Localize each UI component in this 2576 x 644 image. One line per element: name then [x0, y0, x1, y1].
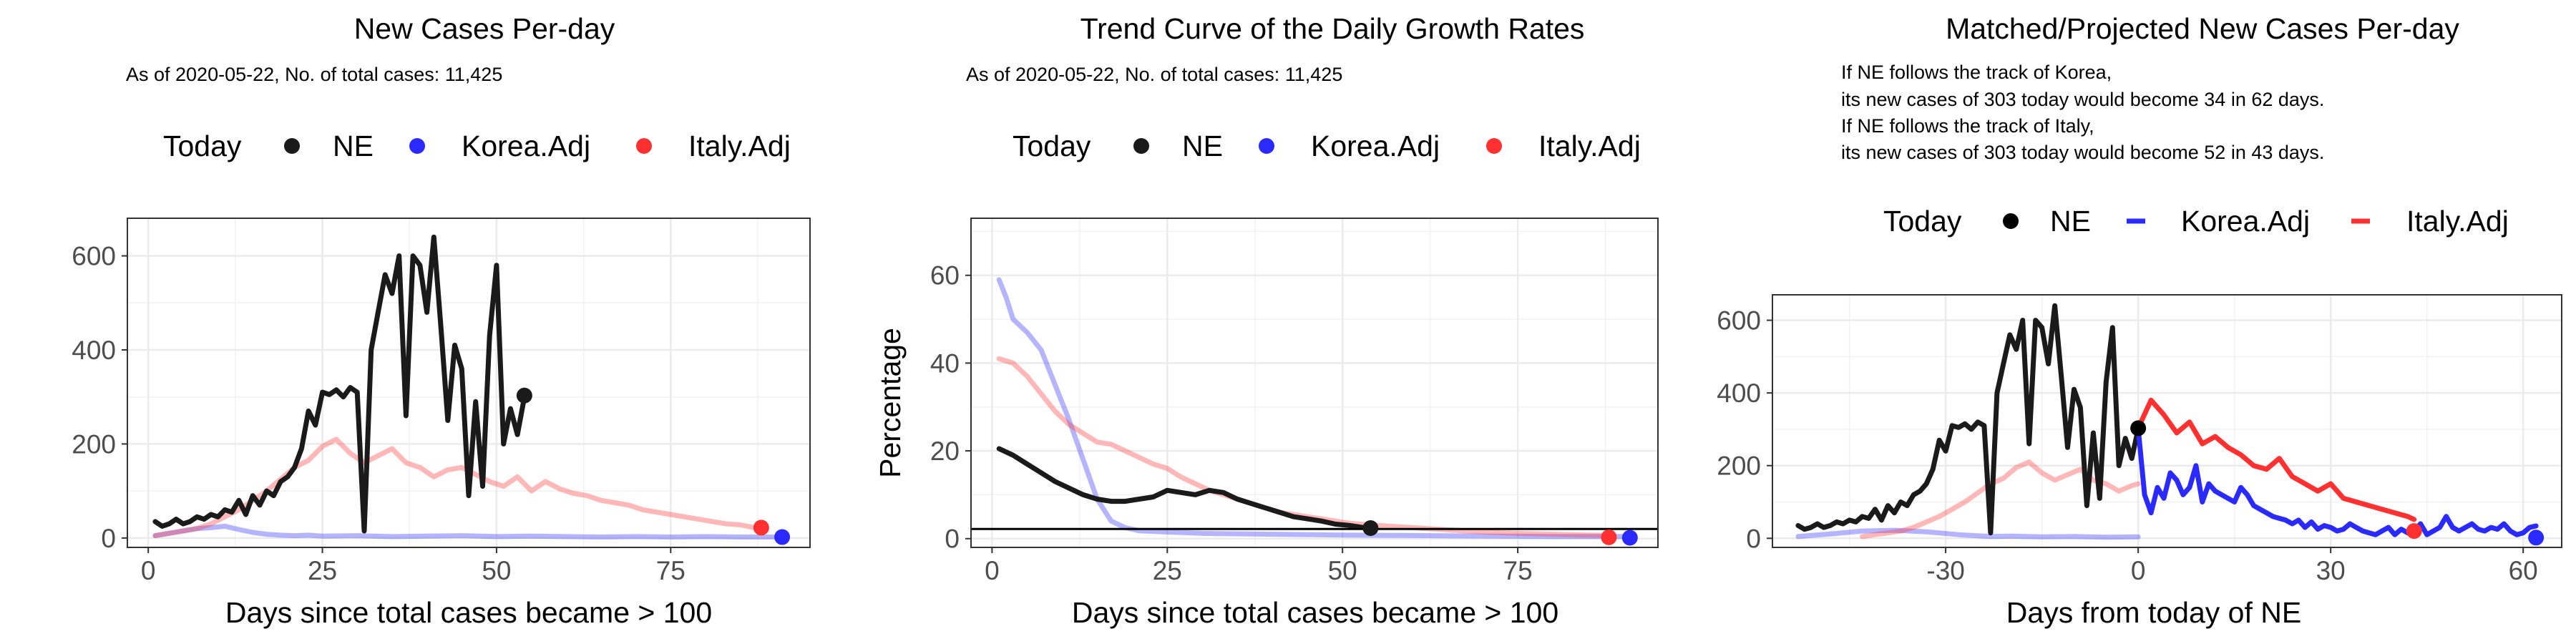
panel-1-legend-korea-label: Korea.Adj [462, 130, 590, 162]
x-tick-label: -30 [1926, 556, 1964, 585]
y-tick-label: 400 [72, 336, 116, 365]
panel-2-legend-title: Today [1013, 130, 1091, 162]
today-point-korea-adj [774, 529, 791, 545]
y-tick-label: 0 [945, 525, 960, 554]
x-tick-label: 30 [2316, 556, 2346, 585]
panel-1-legend-korea-marker [409, 138, 425, 154]
y-tick-label: 600 [72, 242, 116, 271]
panel-2-subtitle-line-1: As of 2020-05-22, No. of total cases: 11… [966, 64, 1342, 85]
x-tick-label: 0 [985, 556, 1000, 585]
panel-1-legend-title: Today [163, 130, 242, 162]
panel-3-legend: Today NE Korea.Adj Italy.Adj [1883, 205, 2509, 238]
panel-2-gridlines [971, 218, 1658, 547]
panel-3-legend-title: Today [1883, 205, 1962, 238]
panel-1-series [152, 234, 778, 540]
panel-1-plot-border [127, 218, 811, 548]
panel-2-tick-labels: 0 25 50 75 0 20 40 60 [930, 261, 1533, 585]
y-tick-label: 600 [1717, 306, 1761, 336]
panel-2-legend-korea-label: Korea.Adj [1311, 130, 1440, 162]
y-tick-label: 40 [930, 348, 960, 378]
panel-3-plot-border [1772, 294, 2562, 548]
series-line-ne [996, 446, 1373, 531]
x-tick-label: 60 [2509, 556, 2538, 585]
y-tick-label: 0 [1746, 524, 1761, 553]
today-point-ne [516, 387, 532, 404]
panel-3-subtitle-line-4: its new cases of 303 today would become … [1841, 142, 2324, 163]
panel-3-x-axis-label: Days from today of NE [2006, 596, 2301, 629]
panel-3-legend-italy-label: Italy.Adj [2406, 205, 2509, 238]
panel-3-legend-korea-label: Korea.Adj [2181, 205, 2310, 238]
series-line-korea-adj [152, 523, 778, 540]
panel-3-subtitle-line-3: If NE follows the track of Italy, [1841, 115, 2094, 137]
series-line-korea-adj-matched [1795, 527, 2141, 540]
panel-1-legend-ne-label: NE [333, 130, 374, 162]
panel-2-legend-korea-marker [1259, 138, 1274, 154]
panel-projected-cases: Matched/Projected New Cases Per-day If N… [1717, 12, 2562, 629]
y-tick-label: 400 [1717, 379, 1761, 408]
today-point-italy-adj [2406, 523, 2422, 540]
series-line-italy-adj-projected [2135, 397, 2417, 522]
y-tick-label: 20 [930, 436, 960, 466]
x-tick-label: 50 [482, 556, 511, 585]
panel-2-legend: Today NE Korea.Adj Italy.Adj [1013, 130, 1641, 162]
today-point-italy-adj [1601, 529, 1617, 545]
panel-2-plot-border [970, 218, 1659, 548]
panel-1-legend: Today NE Korea.Adj Italy.Adj [163, 130, 791, 162]
panel-3-legend-ne-marker [2003, 213, 2019, 229]
x-tick-label: 0 [141, 556, 156, 585]
panel-3-title: Matched/Projected New Cases Per-day [1946, 12, 2459, 45]
x-tick-label: 75 [656, 556, 686, 585]
plot-background [971, 218, 1658, 547]
panel-1-today-points [516, 387, 791, 545]
panel-1-legend-italy-label: Italy.Adj [688, 130, 791, 162]
panel-1-title: New Cases Per-day [354, 12, 615, 45]
panel-2-x-axis-label: Days since total cases became > 100 [1072, 596, 1558, 629]
x-tick-label: 25 [1153, 556, 1182, 585]
today-point-italy-adj [753, 519, 769, 536]
panel-2-legend-ne-marker [1133, 138, 1149, 154]
panel-3-today-points [2130, 420, 2545, 546]
today-point-korea-adj [2528, 530, 2545, 546]
series-line-ne [1795, 303, 2141, 536]
panel-1-x-axis-label: Days since total cases became > 100 [225, 596, 712, 629]
panel-2-legend-italy-marker [1486, 138, 1502, 154]
panel-3-subtitle-line-1: If NE follows the track of Korea, [1841, 62, 2112, 83]
x-tick-label: 50 [1328, 556, 1357, 585]
panel-new-cases: New Cases Per-day As of 2020-05-22, No. … [72, 12, 811, 629]
panel-1-legend-ne-marker [284, 138, 300, 154]
panel-3-subtitle-line-2: its new cases of 303 today would become … [1841, 89, 2324, 110]
panel-2-title: Trend Curve of the Daily Growth Rates [1080, 12, 1585, 45]
panel-growth-rates: Trend Curve of the Daily Growth Rates As… [874, 12, 1659, 629]
x-tick-label: 25 [308, 556, 337, 585]
panel-2-legend-italy-label: Italy.Adj [1538, 130, 1641, 162]
y-tick-label: 0 [101, 524, 116, 553]
today-point-ne [1362, 520, 1379, 537]
panel-2-legend-ne-label: NE [1182, 130, 1223, 162]
panel-2-y-axis-label: Percentage [874, 328, 907, 478]
y-tick-label: 200 [72, 429, 116, 459]
series-line-ne [152, 234, 527, 534]
panel-3-legend-ne-label: NE [2050, 205, 2091, 238]
series-line-korea-adj-projected [2135, 425, 2539, 537]
panel-3-series [1795, 303, 2539, 540]
x-tick-label: 75 [1503, 556, 1533, 585]
x-tick-label: 0 [2131, 556, 2146, 585]
y-tick-label: 60 [930, 261, 960, 291]
panel-1-subtitle-line-1: As of 2020-05-22, No. of total cases: 11… [126, 64, 502, 85]
today-point-ne [2130, 420, 2147, 436]
y-tick-label: 200 [1717, 452, 1761, 481]
panel-1-tick-labels: 0 25 50 75 0 200 400 600 [72, 242, 686, 585]
panel-2-today-points [1362, 520, 1638, 546]
today-point-korea-adj [1621, 530, 1638, 546]
panel-1-legend-italy-marker [636, 138, 652, 154]
series-line-korea-adj [996, 277, 1626, 540]
